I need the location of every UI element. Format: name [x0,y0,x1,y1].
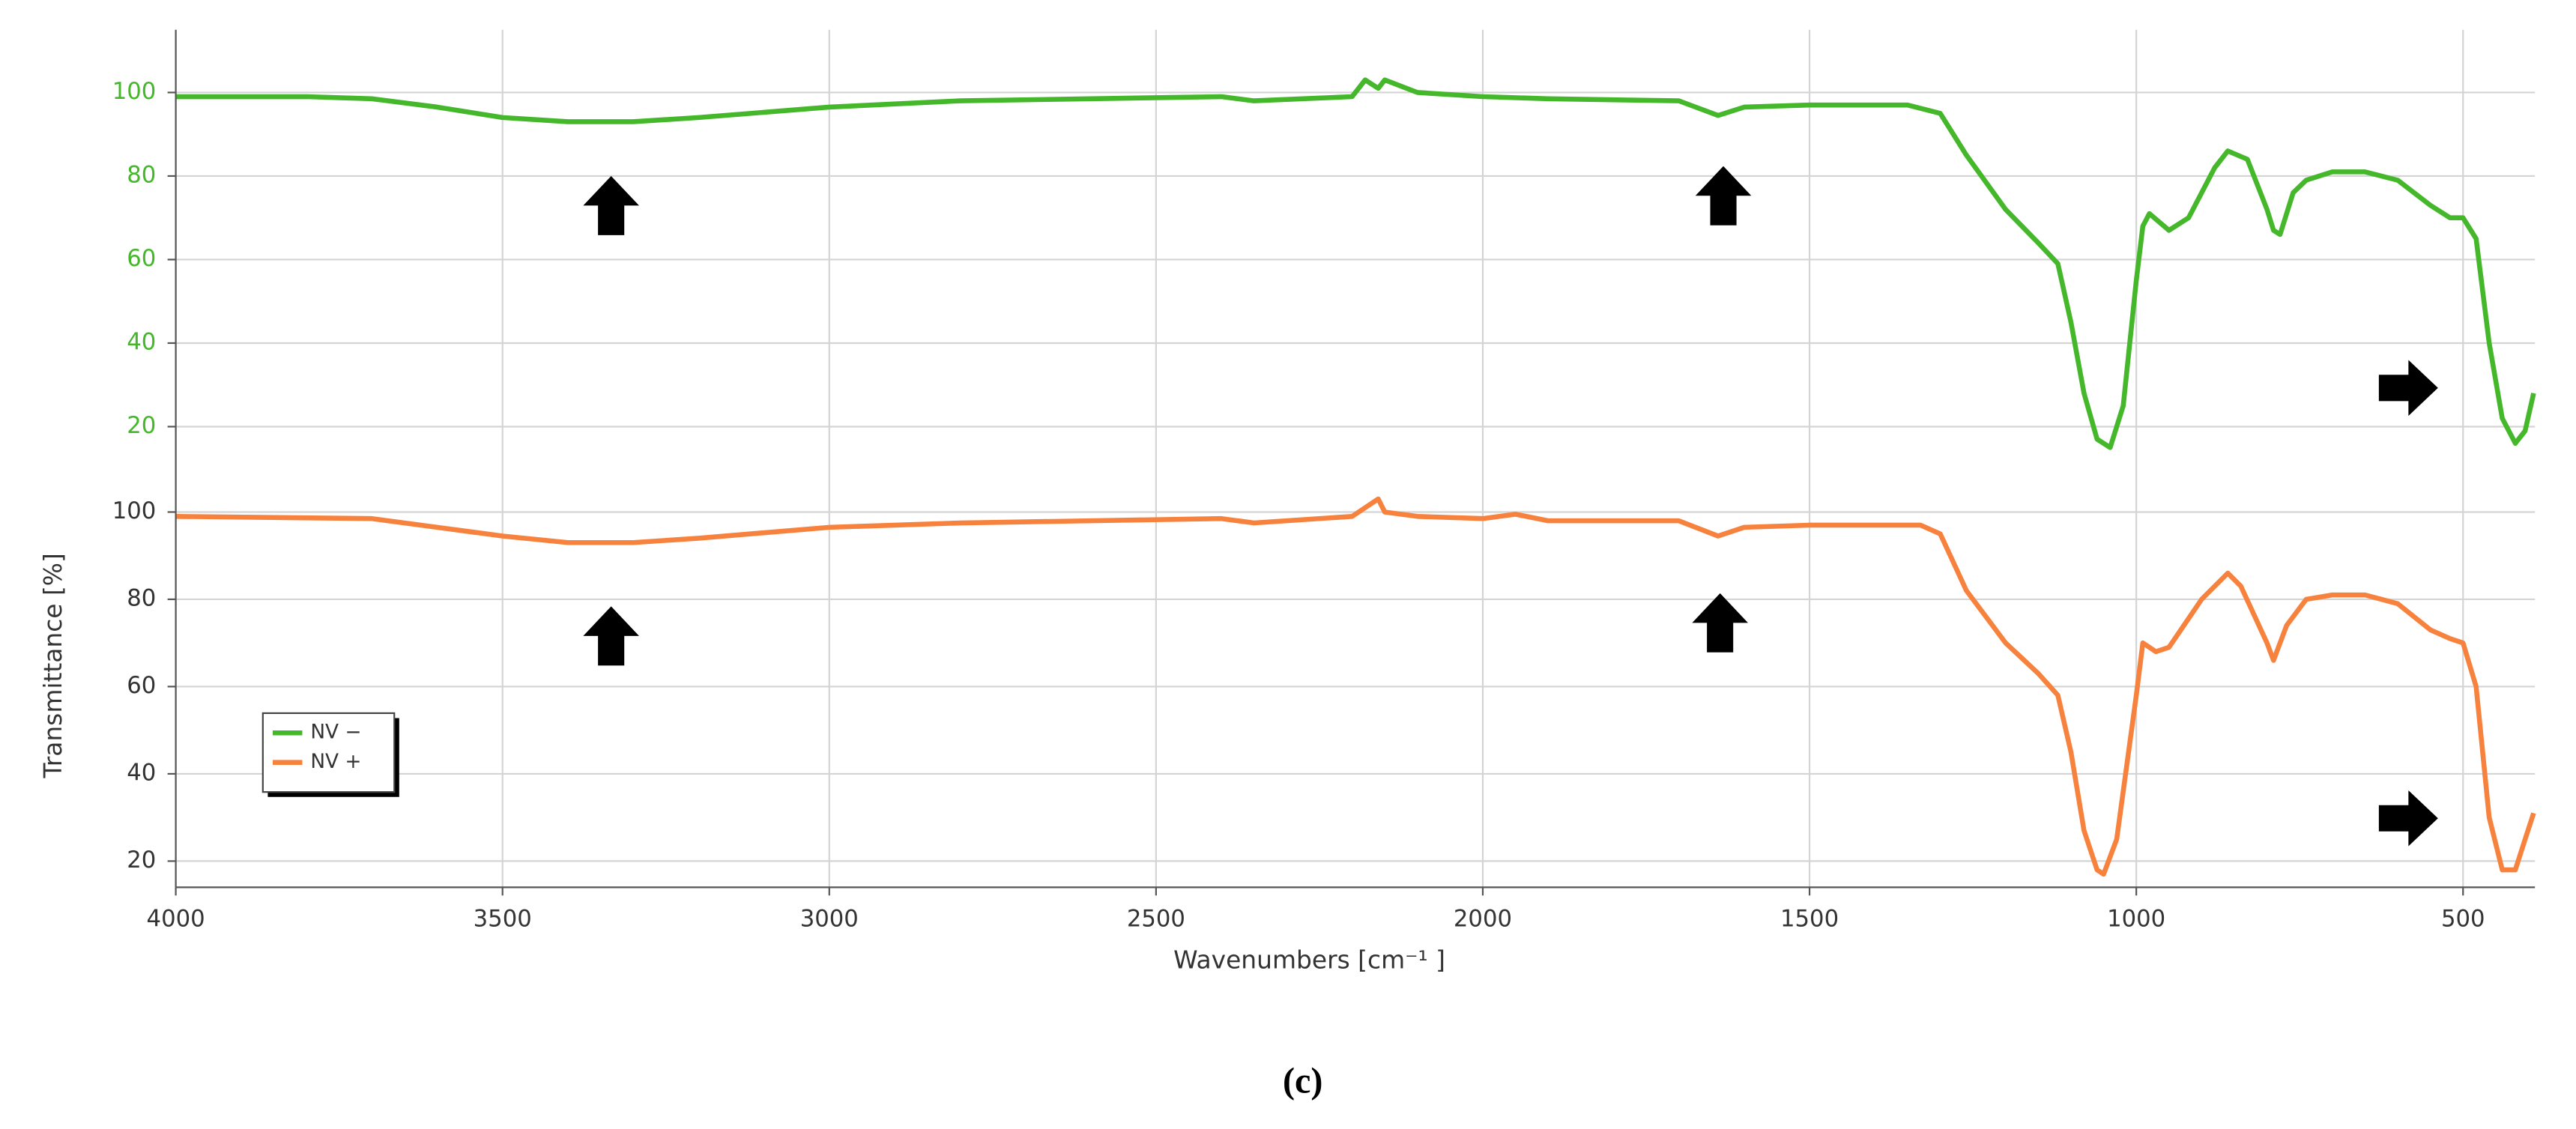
y-tick-label: 80 [127,585,156,611]
y-tick-label: 20 [127,847,156,874]
x-tick-label: 500 [2441,906,2485,933]
x-tick-label: 4000 [147,906,205,933]
y-tick-label: 40 [127,329,156,355]
x-tick-label: 1500 [1780,906,1839,933]
arrow-right [2378,790,2438,847]
y-tick-label: 40 [127,760,156,786]
plot-area: 4000 3500 3000 2500 2000 1500 1000 500 20 40 60 80 1… [38,29,2536,975]
x-tick-label: 3000 [800,906,859,933]
y-tick-label: 80 [127,162,156,188]
y-tick-label: 100 [112,498,157,524]
y-tick-label: 60 [127,673,156,699]
legend-label: NV + [310,751,361,773]
arrow-up [583,606,639,666]
y-tick-label: 20 [127,413,156,439]
x-tick-label: 3500 [474,906,532,933]
y-tick-label: 60 [127,246,156,272]
x-tick-label: 1000 [2107,906,2165,933]
y-axis-label: Transmittance [%] [38,553,67,778]
legend-box [261,712,396,793]
x-axis-label: Wavenumbers [cm⁻¹ ] [1173,945,1445,975]
x-tick-label: 2000 [1454,906,1512,933]
arrow-right [2378,360,2438,417]
arrow-up [583,175,639,235]
caption: (c) [1283,1062,1323,1101]
arrow-up [1692,593,1748,653]
data-line [175,496,2536,877]
x-tick-label: 2500 [1127,906,1185,933]
data-line [175,77,2536,450]
arrow-up [1695,166,1752,226]
legend-label: NV − [310,721,361,744]
legend: NV − NV + [261,712,399,797]
y-tick-label: 100 [112,79,157,105]
annotation-arrows [583,166,2438,847]
